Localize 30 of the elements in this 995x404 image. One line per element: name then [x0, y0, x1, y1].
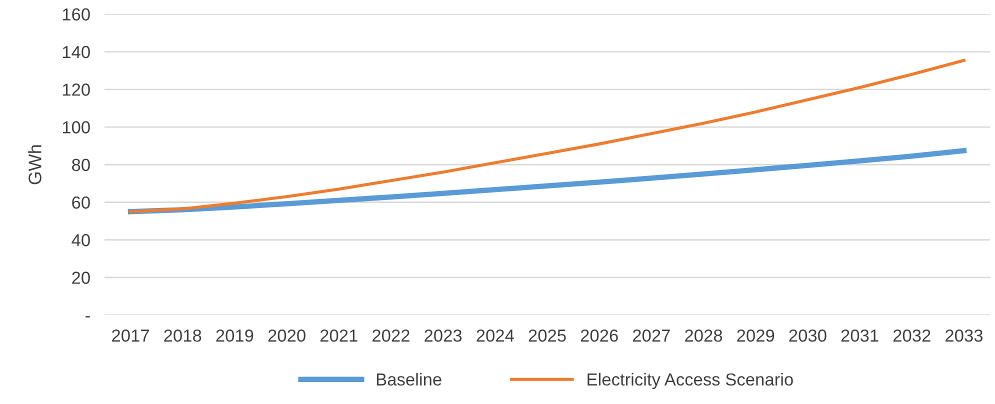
y-tick-label: 80 — [72, 158, 90, 172]
x-tick-label: 2017 — [112, 329, 149, 342]
x-tick-label: 2021 — [320, 329, 358, 342]
x-tick-label: 2026 — [580, 329, 618, 342]
line-series — [128, 58, 966, 214]
x-tick-label: 2020 — [268, 329, 306, 342]
y-tick-label: 140 — [62, 46, 90, 58]
x-tick-label: 2024 — [476, 329, 514, 342]
x-tick-label: 2031 — [841, 329, 878, 342]
x-tick-label: 2022 — [372, 329, 410, 342]
x-tick-label: 2030 — [789, 329, 826, 342]
x-tick-label: 2032 — [893, 329, 930, 342]
x-tick-label: 2019 — [216, 329, 254, 342]
legend-label: Electricity Access Scenario — [588, 372, 793, 390]
y-tick-label: 160 — [62, 8, 90, 21]
x-tick-label: 2027 — [632, 329, 670, 342]
x-tick-label: 2025 — [528, 329, 566, 342]
legend-label: Baseline — [376, 372, 442, 386]
x-tick-label: 2029 — [737, 329, 774, 342]
x-tick-label: 2033 — [946, 329, 983, 342]
x-tick-label: 2018 — [164, 329, 202, 342]
x-tick-label: 2023 — [424, 329, 462, 342]
y-tick-label: - — [86, 316, 90, 318]
x-tick-label: 2028 — [685, 329, 722, 342]
y-tick-label: 20 — [72, 272, 90, 284]
y-tick-label: 60 — [72, 196, 90, 209]
y-tick-label: 100 — [62, 121, 90, 134]
y-tick-label: 40 — [72, 234, 90, 246]
y-tick-label: 120 — [62, 84, 90, 96]
y-axis-title: GWh — [28, 145, 42, 184]
